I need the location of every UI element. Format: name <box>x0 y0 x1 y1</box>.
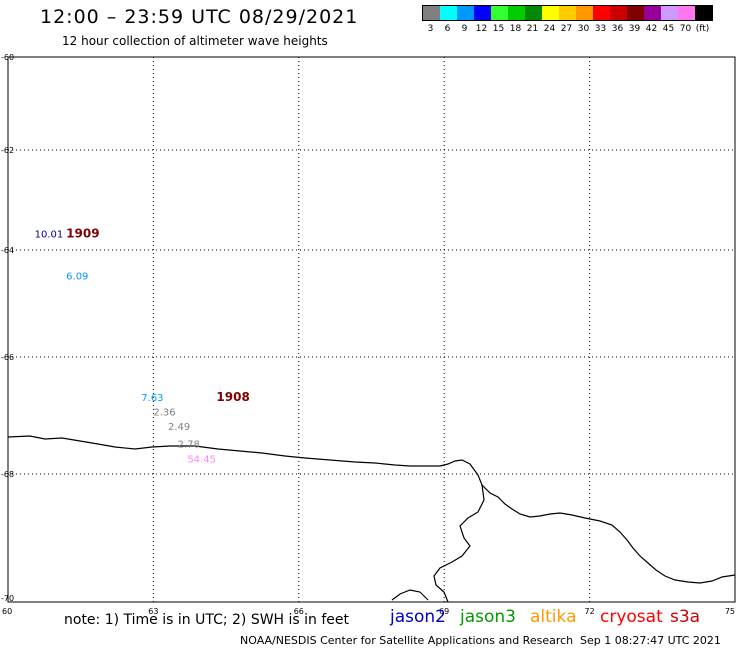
legend-label-0: 3 <box>427 24 434 34</box>
legend-swatch-4 <box>491 6 508 20</box>
wave-height-observations: 10.01 6.09 7.63 2.36 2.49 2.78 54.45 1909 1908 <box>35 227 250 466</box>
wave-height-legend: 3 6 9 12 15 18 21 24 27 30 33 36 39 42 45 70 (ft) <box>422 5 713 34</box>
map-title: 12:00 – 23:59 UTC 08/29/2021 <box>40 6 359 28</box>
swh-value-label: 2.78 <box>178 440 200 451</box>
antarctic-coastline <box>7 435 736 603</box>
lon-tick-label: 72 <box>585 607 595 616</box>
lon-tick-label: 75 <box>725 607 735 616</box>
map-subtitle: 12 hour collection of altimeter wave hei… <box>62 34 328 48</box>
legend-swatch-15 <box>678 6 695 20</box>
legend-swatch-11 <box>610 6 627 20</box>
legend-swatch-0 <box>423 6 440 20</box>
coastline-inlet <box>433 484 485 603</box>
legend-swatch-10 <box>593 6 610 20</box>
legend-swatch-13 <box>644 6 661 20</box>
legend-label-14: 45 <box>662 24 675 34</box>
legend-labels: 3 6 9 12 15 18 21 24 27 30 33 36 39 42 45 70 (ft) <box>422 24 713 34</box>
legend-label-11: 36 <box>611 24 624 34</box>
lat-tick-label: -70 <box>1 594 14 603</box>
swh-value-label: 6.09 <box>66 271 88 282</box>
lon-tick-label: 69 <box>439 607 449 616</box>
legend-swatches <box>422 5 713 21</box>
satellite-name-cryosat: cryosat <box>600 607 663 627</box>
coastline-main <box>7 435 736 584</box>
swh-value-label: 7.63 <box>141 393 163 404</box>
legend-label-10: 33 <box>594 24 607 34</box>
legend-label-5: 18 <box>509 24 522 34</box>
legend-swatch-9 <box>576 6 593 20</box>
map-frame <box>7 56 736 603</box>
legend-label-2: 9 <box>461 24 468 34</box>
satellite-name-jason3: jason3 <box>460 607 516 627</box>
legend-label-6: 21 <box>526 24 539 34</box>
legend-label-4: 15 <box>492 24 505 34</box>
satellite-name-altika: altika <box>530 607 577 627</box>
satellite-name-s3a: s3a <box>670 607 701 627</box>
coastline-bottom <box>391 589 429 601</box>
units-note: note: 1) Time is in UTC; 2) SWH is in fe… <box>64 612 350 628</box>
pass-time-label: 1908 <box>216 390 249 404</box>
legend-swatch-8 <box>559 6 576 20</box>
lat-tick-label: -64 <box>1 246 14 255</box>
legend-label-12: 39 <box>628 24 641 34</box>
legend-swatch-2 <box>457 6 474 20</box>
lon-tick-label: 60 <box>2 607 12 616</box>
legend-swatch-7 <box>542 6 559 20</box>
legend-swatch-3 <box>474 6 491 20</box>
legend-label-9: 30 <box>577 24 590 34</box>
swh-value-label: 2.49 <box>168 422 190 433</box>
lat-tick-label: -62 <box>1 146 14 155</box>
satellite-name-jason2: jason2 <box>390 607 446 627</box>
lat-tick-label: -68 <box>1 470 14 479</box>
graticule: -60 -62 -64 -66 -68 -70 60 63 66 69 72 75 <box>1 53 735 616</box>
legend-label-8: 27 <box>560 24 573 34</box>
legend-label-16: (ft) <box>695 24 710 34</box>
legend-label-13: 42 <box>645 24 658 34</box>
lon-tick-label: 66 <box>294 607 304 616</box>
legend-swatch-1 <box>440 6 457 20</box>
legend-label-7: 24 <box>543 24 556 34</box>
legend-swatch-16 <box>695 6 712 20</box>
legend-label-1: 6 <box>444 24 451 34</box>
legend-label-15: 70 <box>679 24 692 34</box>
lat-tick-label: -60 <box>1 53 14 62</box>
legend-label-3: 12 <box>475 24 488 34</box>
lon-tick-label: 63 <box>148 607 158 616</box>
lat-tick-label: -66 <box>1 353 14 362</box>
legend-swatch-6 <box>525 6 542 20</box>
legend-swatch-12 <box>627 6 644 20</box>
legend-swatch-14 <box>661 6 678 20</box>
swh-value-label: 2.36 <box>153 408 175 419</box>
credit-text: NOAA/NESDIS Center for Satellite Applica… <box>240 634 574 647</box>
issued-timestamp: Sep 1 08:27:47 UTC 2021 <box>580 634 721 647</box>
legend-swatch-5 <box>508 6 525 20</box>
pass-time-label: 1909 <box>66 227 99 241</box>
swh-value-label: 10.01 <box>35 230 64 241</box>
swh-value-label: 54.45 <box>187 454 216 465</box>
